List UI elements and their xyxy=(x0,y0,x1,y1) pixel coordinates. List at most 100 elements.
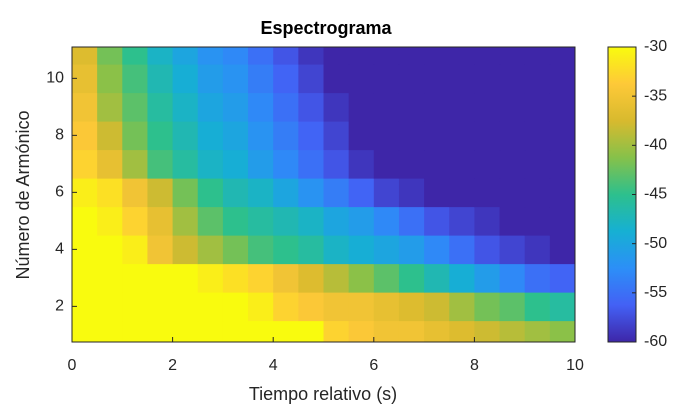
heat-cell xyxy=(348,178,375,208)
heat-cell xyxy=(424,292,450,322)
heat-cell xyxy=(273,149,299,179)
heat-cell xyxy=(298,64,324,94)
heat-cell xyxy=(298,292,324,322)
heat-cell xyxy=(373,206,400,236)
heat-cell xyxy=(197,121,224,151)
heat-cell xyxy=(449,121,475,151)
heat-cell xyxy=(222,121,249,151)
heat-cell xyxy=(323,292,350,322)
heat-cell xyxy=(298,235,324,265)
heat-cell xyxy=(298,206,324,236)
heat-cell xyxy=(323,206,350,236)
heat-cell xyxy=(97,64,123,94)
heat-cell xyxy=(273,47,299,65)
heat-cell xyxy=(197,320,224,342)
heat-cell xyxy=(222,206,249,236)
heat-cell xyxy=(172,206,199,236)
heat-cell xyxy=(373,149,400,179)
heat-cell xyxy=(222,235,249,265)
heat-cell xyxy=(424,47,450,65)
heat-cell xyxy=(147,149,174,179)
heat-cell xyxy=(197,263,224,293)
heat-cell xyxy=(298,121,324,151)
heat-cell xyxy=(474,92,501,122)
heat-cell xyxy=(248,320,274,342)
heat-cell xyxy=(424,178,450,208)
heat-cell xyxy=(97,149,123,179)
heat-cell xyxy=(273,320,299,342)
heat-cell xyxy=(323,92,350,122)
heat-cell xyxy=(147,235,174,265)
heat-cell xyxy=(97,47,123,65)
heat-cell xyxy=(147,92,174,122)
heat-cell xyxy=(398,320,425,342)
heat-cell xyxy=(449,92,475,122)
heat-cell xyxy=(449,263,475,293)
heat-cell xyxy=(398,292,425,322)
heat-cell xyxy=(122,206,148,236)
heat-cell xyxy=(424,64,450,94)
heat-cell xyxy=(248,149,274,179)
heat-cell xyxy=(524,292,551,322)
heat-cell xyxy=(323,178,350,208)
heat-cell xyxy=(298,178,324,208)
heat-cell xyxy=(424,149,450,179)
heat-cell xyxy=(197,235,224,265)
heat-cell xyxy=(72,320,98,342)
heat-cell xyxy=(97,178,123,208)
heat-cell xyxy=(248,92,274,122)
colorbar-tick-label: -50 xyxy=(644,235,667,252)
heat-cell xyxy=(549,64,575,94)
heat-cell xyxy=(549,263,575,293)
heat-cell xyxy=(499,320,526,342)
heat-cell xyxy=(97,206,123,236)
heat-cell xyxy=(172,64,199,94)
heatmap xyxy=(72,47,575,342)
heat-cell xyxy=(348,47,375,65)
heat-cell xyxy=(524,320,551,342)
heat-cell xyxy=(373,47,400,65)
heat-cell xyxy=(122,292,148,322)
heat-cell xyxy=(499,263,526,293)
x-tick-label: 4 xyxy=(269,357,278,374)
heat-cell xyxy=(172,320,199,342)
y-tick-label: 2 xyxy=(55,298,64,315)
heat-cell xyxy=(122,64,148,94)
heat-cell xyxy=(549,121,575,151)
heat-cell xyxy=(248,47,274,65)
heat-cell xyxy=(147,320,174,342)
heat-cell xyxy=(147,292,174,322)
heat-cell xyxy=(273,206,299,236)
heat-cell xyxy=(147,47,174,65)
heat-cell xyxy=(222,64,249,94)
heat-cell xyxy=(248,235,274,265)
y-tick-label: 8 xyxy=(55,127,64,144)
heat-cell xyxy=(373,178,400,208)
heat-cell xyxy=(499,64,526,94)
heat-cell xyxy=(97,320,123,342)
heat-cell xyxy=(147,178,174,208)
heat-cell xyxy=(549,92,575,122)
heat-cell xyxy=(273,64,299,94)
heat-cell xyxy=(373,263,400,293)
heat-cell xyxy=(549,149,575,179)
heat-cell xyxy=(499,292,526,322)
heat-cell xyxy=(172,121,199,151)
heat-cell xyxy=(172,92,199,122)
colorbar xyxy=(607,46,637,343)
heat-cell xyxy=(524,121,551,151)
heat-cell xyxy=(222,263,249,293)
plot-frame xyxy=(71,46,576,343)
heat-cell xyxy=(524,47,551,65)
heat-cell xyxy=(248,292,274,322)
heat-cell xyxy=(449,206,475,236)
heat-cell xyxy=(248,178,274,208)
heat-cell xyxy=(122,178,148,208)
heat-cell xyxy=(323,47,350,65)
heat-cell xyxy=(373,92,400,122)
heat-cell xyxy=(72,206,98,236)
heat-cell xyxy=(549,292,575,322)
heat-cell xyxy=(147,64,174,94)
heat-cell xyxy=(72,92,98,122)
heat-cell xyxy=(449,149,475,179)
